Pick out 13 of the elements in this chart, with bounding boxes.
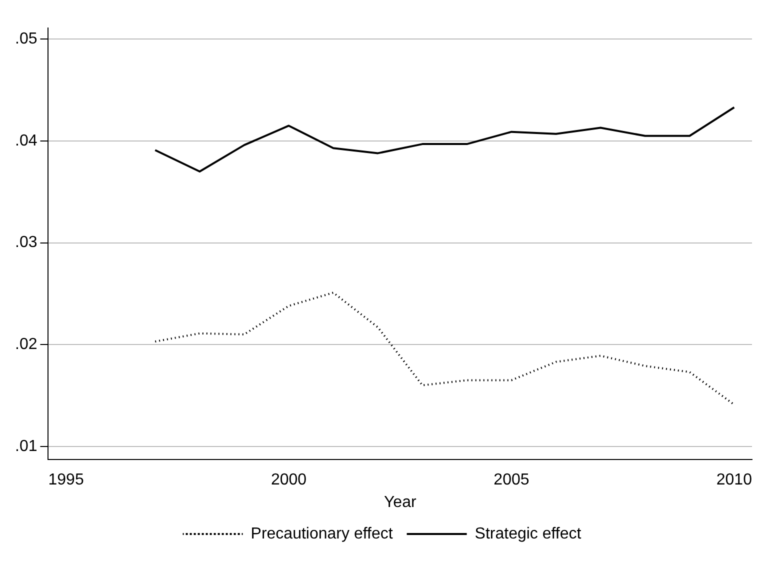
x-axis-title: Year: [384, 494, 417, 511]
legend-label: Precautionary effect: [250, 525, 394, 542]
y-tick-label: .01: [14, 438, 38, 455]
line-series: [154, 292, 736, 406]
y-tick-label: .04: [14, 132, 38, 150]
x-tick-label: 1995: [48, 472, 84, 489]
y-tick-label: .03: [14, 234, 38, 252]
y-tick-label: .02: [14, 336, 38, 353]
y-tick-label: .05: [14, 30, 38, 48]
x-tick-label: 2000: [270, 472, 307, 489]
x-tick-label: 2005: [494, 472, 530, 489]
legend-label: Strategic effect: [474, 525, 582, 542]
x-tick-label: 2010: [716, 472, 752, 489]
